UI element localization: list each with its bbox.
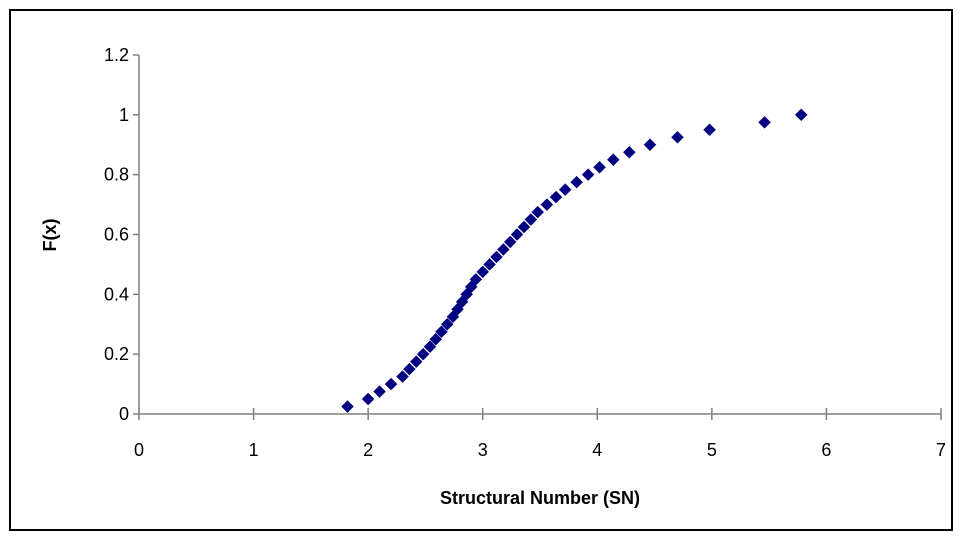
data-point (503, 235, 517, 249)
x-axis-title: Structural Number (SN) (440, 488, 640, 508)
y-tick-label: 0.6 (104, 225, 129, 245)
x-tick-label: 0 (134, 440, 144, 460)
x-tick-label: 1 (249, 440, 259, 460)
y-tick-label: 0 (119, 404, 129, 424)
data-point (570, 175, 584, 189)
data-points (341, 108, 808, 413)
y-tick-label: 0.4 (104, 284, 129, 304)
x-tick-label: 4 (592, 440, 602, 460)
data-point (549, 190, 563, 204)
data-point (341, 400, 354, 413)
y-tick-label: 0.8 (104, 165, 129, 185)
data-point (396, 370, 409, 383)
data-point (373, 385, 386, 398)
data-point (384, 377, 398, 391)
chart-frame: 0 0.2 0.4 0.6 0.8 1 1.2 0 1 2 3 4 5 6 7 Structural Nu… (9, 9, 953, 531)
data-point (593, 160, 606, 174)
data-point (794, 108, 808, 122)
data-point (758, 115, 771, 129)
data-point (581, 168, 595, 182)
data-point (403, 362, 416, 376)
data-point (416, 347, 430, 361)
x-tick-label: 2 (363, 440, 373, 460)
scatter-chart: 0 0.2 0.4 0.6 0.8 1 1.2 0 1 2 3 4 5 6 7 Structural Nu… (40, 45, 946, 508)
data-point (440, 317, 454, 331)
data-point (490, 250, 503, 264)
y-axis: 0 0.2 0.4 0.6 0.8 1 1.2 (104, 45, 140, 424)
y-tick-label: 1 (119, 105, 129, 125)
data-point (540, 198, 554, 211)
data-point (606, 153, 620, 167)
y-axis-title: F(x) (40, 219, 60, 252)
x-tick-label: 6 (821, 440, 831, 460)
data-point (476, 265, 490, 279)
data-point (524, 213, 538, 226)
x-tick-label: 7 (936, 440, 946, 460)
x-tick-label: 5 (707, 440, 717, 460)
data-point (643, 138, 657, 152)
data-point (671, 130, 684, 144)
data-point (558, 183, 572, 196)
data-point (361, 392, 375, 406)
data-point (469, 273, 483, 286)
y-tick-label: 1.2 (104, 45, 129, 65)
y-tick-label: 0.2 (104, 344, 129, 364)
x-axis: 0 1 2 3 4 5 6 7 (134, 408, 946, 460)
data-point (435, 325, 448, 339)
plot-area (139, 55, 941, 414)
data-point (423, 340, 437, 354)
data-point (531, 205, 545, 219)
data-point (517, 220, 531, 234)
data-point (623, 145, 636, 159)
data-point (409, 355, 423, 368)
data-point (496, 243, 510, 256)
data-point (703, 123, 716, 137)
data-point (510, 228, 524, 241)
x-tick-label: 3 (478, 440, 488, 460)
data-point (483, 258, 496, 271)
data-point (429, 332, 443, 346)
